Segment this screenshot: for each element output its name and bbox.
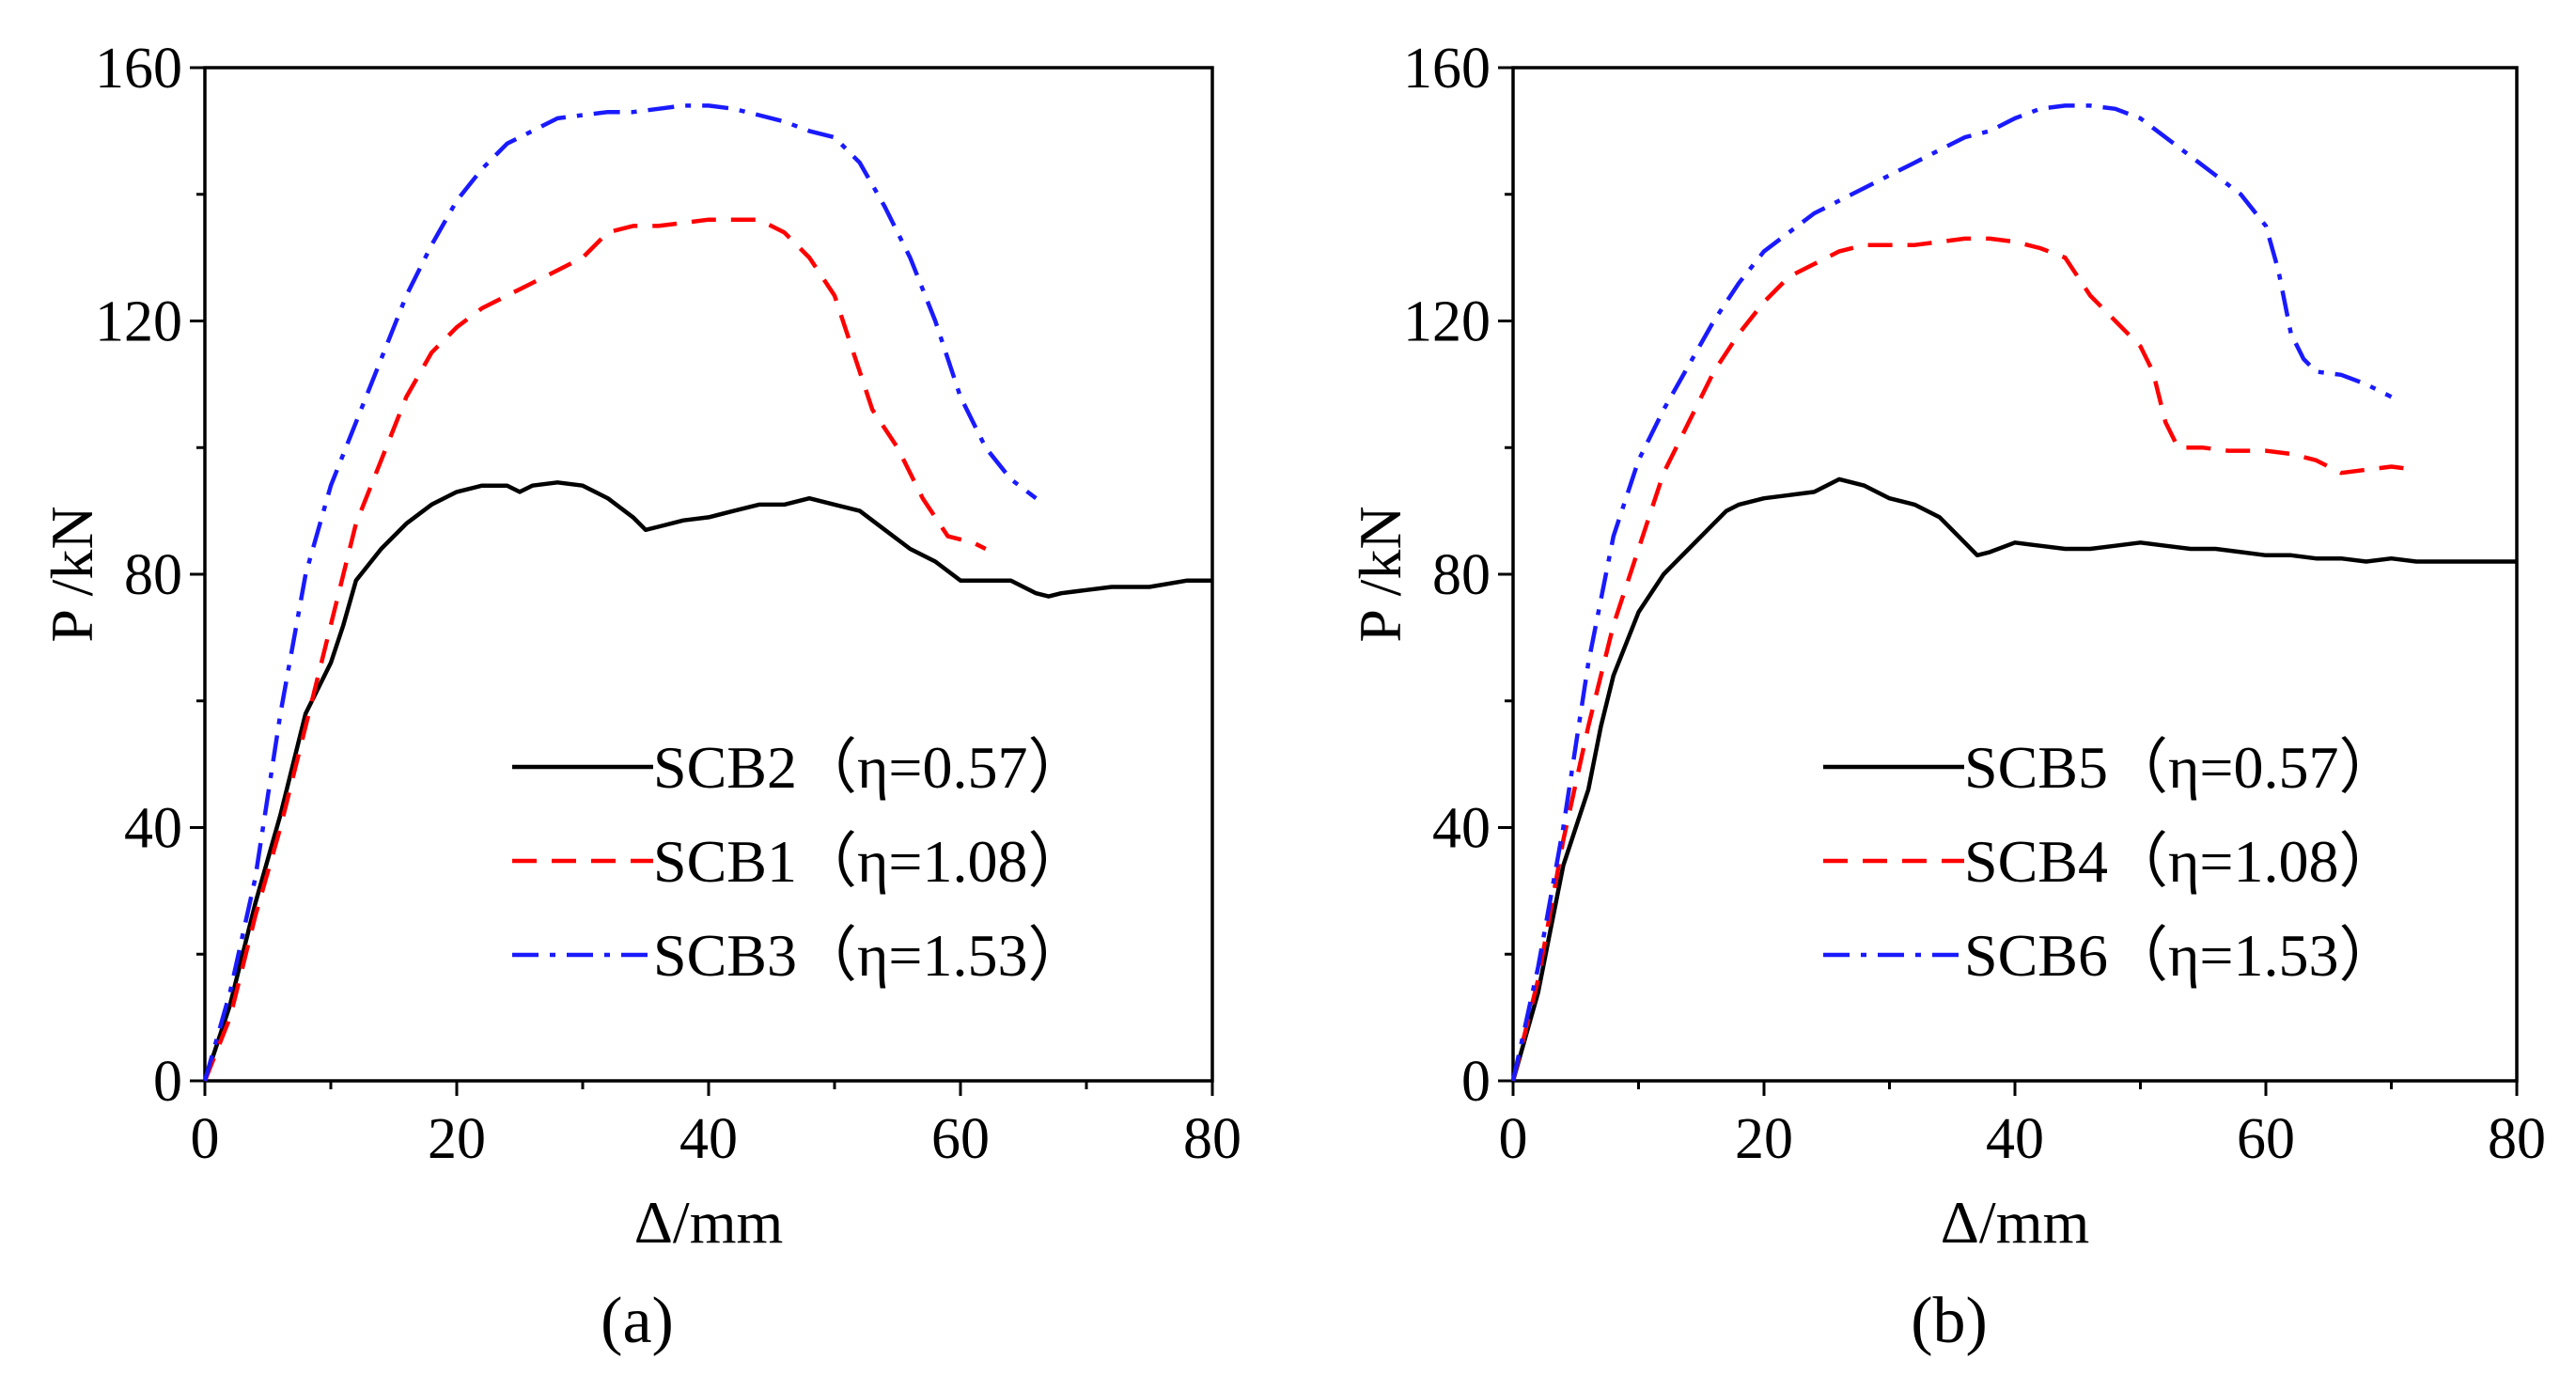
y-tick-label-a: 0: [153, 1050, 182, 1114]
y-tick-label-a: 120: [95, 290, 182, 354]
series-line-b-1: [1510, 477, 2517, 1082]
y-tick-label-a: 160: [95, 37, 182, 101]
y-axis-title-a: P /kN: [39, 506, 105, 642]
y-axis-title-b: P /kN: [1347, 506, 1413, 642]
series-line-b-2: [1510, 236, 2417, 1082]
x-tick-label-a: 80: [1183, 1107, 1241, 1171]
x-tick-label-a: 60: [931, 1107, 990, 1171]
y-tick-label-a: 40: [124, 797, 182, 861]
x-axis-title-b: Δ/mm: [1941, 1189, 2090, 1256]
legend-label-a-1: SCB2（η=0.57）: [653, 734, 1088, 801]
x-tick-label-a: 40: [679, 1107, 738, 1171]
x-tick-label-a: 0: [191, 1107, 220, 1171]
x-tick-label-b: 80: [2488, 1107, 2546, 1171]
x-tick-label-a: 20: [428, 1107, 486, 1171]
x-axis-title-a: Δ/mm: [634, 1189, 784, 1256]
legend-label-a-3: SCB3（η=1.53）: [653, 922, 1088, 989]
series-line-a-1: [202, 480, 1212, 1082]
series-line-b-3: [1510, 103, 2393, 1082]
y-tick-label-b: 80: [1432, 543, 1491, 607]
y-tick-label-b: 40: [1432, 797, 1491, 861]
y-tick-label-b: 0: [1461, 1050, 1491, 1114]
panel-label-b: (b): [1911, 1285, 1988, 1357]
y-tick-label-b: 120: [1403, 290, 1491, 354]
x-tick-label-b: 0: [1499, 1107, 1528, 1171]
x-tick-label-b: 20: [1735, 1107, 1793, 1171]
legend-label-b-1: SCB5（η=0.57）: [1964, 734, 2399, 801]
y-tick-label-b: 160: [1403, 37, 1491, 101]
legend-label-b-3: SCB6（η=1.53）: [1964, 922, 2399, 989]
legend-label-a-2: SCB1（η=1.08）: [653, 828, 1088, 895]
x-tick-label-b: 40: [1986, 1107, 2044, 1171]
panel-a: 0 20 40 60 80 0 40 80 120 160 SCB2（η=0.57） SCB1（η=…: [39, 37, 1241, 1357]
legend-label-b-2: SCB4（η=1.08）: [1964, 828, 2399, 895]
x-tick-label-b: 60: [2237, 1107, 2295, 1171]
y-tick-label-a: 80: [124, 543, 182, 607]
panel-label-a: (a): [601, 1285, 674, 1357]
panel-b: 0 20 40 60 80 0 40 80 120 160 SCB5（η=0.57） SCB4（η=…: [1347, 37, 2546, 1357]
series-line-a-2: [202, 217, 987, 1082]
